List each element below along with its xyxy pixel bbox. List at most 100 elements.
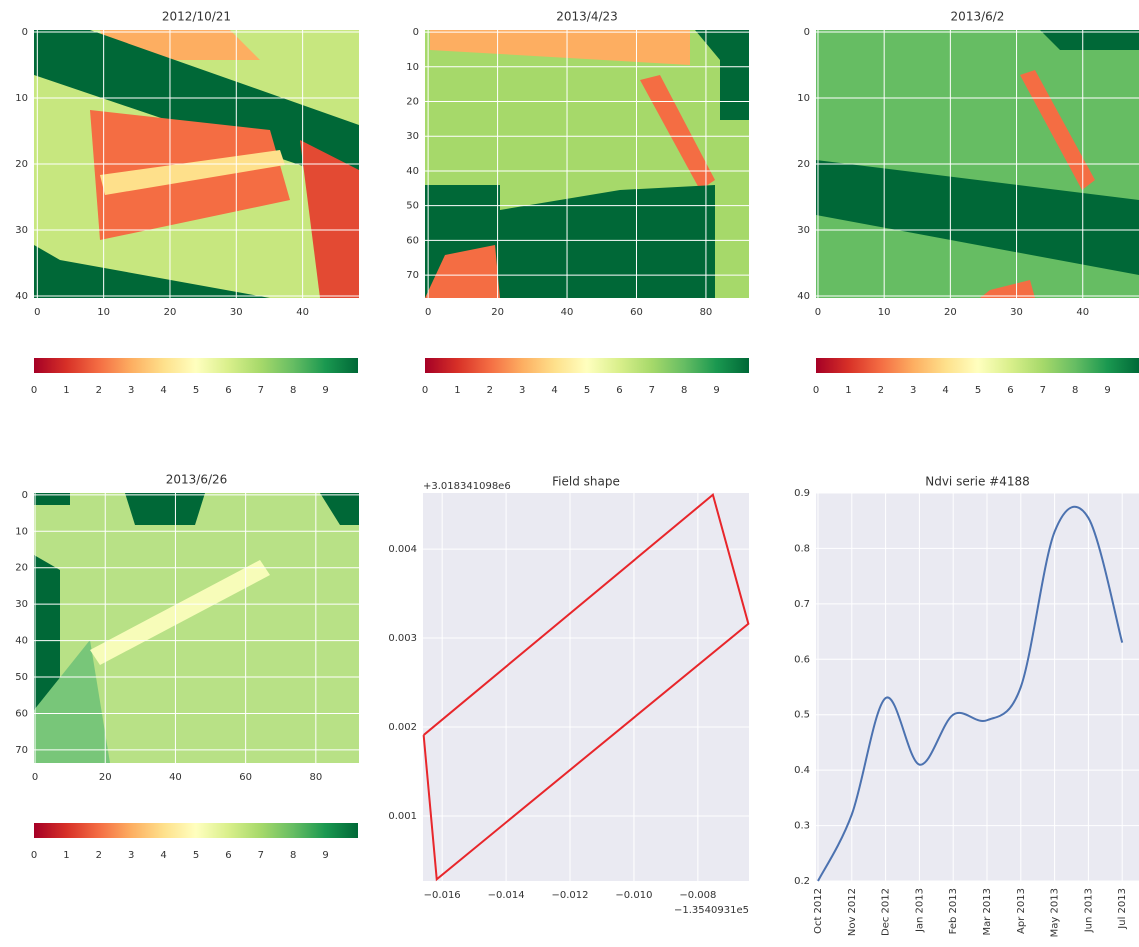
colorbar-tick-label: 4	[160, 850, 166, 861]
y-tick-label: 50	[406, 201, 419, 212]
colorbar-tick-label: 7	[258, 850, 264, 861]
colorbar-tick-label: 9	[713, 385, 719, 396]
colorbar-tick-label: 4	[160, 385, 166, 396]
colorbar-tick-label: 8	[681, 385, 687, 396]
colorbar-tick-label: 5	[584, 385, 590, 396]
y-tick-label: 70	[406, 270, 419, 281]
y-tick-label: 0.4	[794, 765, 810, 776]
y-tick-label: 0	[413, 27, 419, 38]
colorbar-tick-label: 3	[128, 385, 134, 396]
y-tick-label: 0.5	[794, 710, 810, 721]
colorbar-tick-label: 4	[942, 385, 948, 396]
colorbar-tick-label: 0	[422, 385, 428, 396]
x-tick-label: 0	[34, 307, 40, 318]
y-tick-label: 0.6	[794, 654, 810, 665]
y-tick-label: 0.003	[388, 633, 417, 644]
colorbar-tick-label: 7	[258, 385, 264, 396]
y-tick-label: 10	[797, 93, 810, 104]
y-tick-label: 20	[406, 97, 419, 108]
x-tick-label: 20	[491, 307, 504, 318]
heatmap-image	[425, 30, 749, 298]
x-tick-label: Apr 2013	[1016, 888, 1027, 934]
y-tick-label: 40	[797, 291, 810, 302]
y-tick-label: 30	[15, 599, 28, 610]
y-tick-label: 0.001	[388, 811, 417, 822]
x-tick-label: 80	[309, 772, 322, 783]
x-tick-label: 10	[97, 307, 110, 318]
colorbar-tick-label: 5	[193, 385, 199, 396]
chart-title: Ndvi serie #4188	[925, 475, 1030, 489]
y-tick-label: 0	[22, 490, 28, 501]
colorbar-tick-label: 1	[454, 385, 460, 396]
y-tick-label: 50	[15, 672, 28, 683]
y-tick-label: 70	[15, 745, 28, 756]
y-tick-label: 60	[406, 235, 419, 246]
y-tick-label: 10	[406, 62, 419, 73]
x-tick-label: Jun 2013	[1083, 888, 1094, 933]
x-tick-label: −0.016	[424, 890, 461, 901]
y-tick-label: 30	[797, 225, 810, 236]
x-tick-label: Jan 2013	[914, 888, 925, 933]
x-tick-label: Nov 2012	[847, 888, 858, 936]
x-tick-label: Jul 2013	[1117, 888, 1128, 930]
colorbar-tick-label: 6	[225, 385, 231, 396]
colorbar-tick-label: 1	[63, 385, 69, 396]
x-tick-label: 40	[169, 772, 182, 783]
x-tick-label: 30	[230, 307, 243, 318]
x-tick-label: 60	[239, 772, 252, 783]
y-tick-label: 0.002	[388, 722, 417, 733]
colorbar-tick-label: 0	[31, 385, 37, 396]
colorbar-tick-label: 6	[1007, 385, 1013, 396]
colorbar	[425, 358, 749, 373]
chart-title: 2013/4/23	[556, 10, 618, 24]
y-tick-label: 0.004	[388, 544, 417, 555]
colorbar-tick-label: 5	[975, 385, 981, 396]
x-tick-label: Dec 2012	[881, 888, 892, 936]
y-tick-label: 40	[15, 636, 28, 647]
y-tick-label: 40	[406, 166, 419, 177]
x-tick-label: 20	[99, 772, 112, 783]
colorbar-tick-label: 7	[649, 385, 655, 396]
figure: 2012/10/21010203040010203040012345678920…	[0, 0, 1139, 947]
colorbar-tick-label: 1	[845, 385, 851, 396]
colorbar-tick-label: 9	[1104, 385, 1110, 396]
x-tick-label: Mar 2013	[982, 888, 993, 936]
colorbar-tick-label: 2	[878, 385, 884, 396]
y-tick-label: 10	[15, 526, 28, 537]
heatmap-image	[34, 493, 359, 763]
colorbar-tick-label: 2	[96, 385, 102, 396]
x-tick-label: May 2013	[1050, 888, 1061, 937]
chart-title: 2012/10/21	[162, 10, 231, 24]
y-tick-label: 0.7	[794, 599, 810, 610]
y-tick-label: 0.9	[794, 488, 810, 499]
y-tick-label: 60	[15, 708, 28, 719]
colorbar-tick-label: 0	[31, 850, 37, 861]
colorbar-tick-label: 8	[290, 385, 296, 396]
colorbar-tick-label: 0	[813, 385, 819, 396]
colorbar-tick-label: 5	[193, 850, 199, 861]
x-tick-label: −0.010	[615, 890, 652, 901]
y-tick-label: 0.2	[794, 876, 810, 887]
colorbar-tick-label: 3	[910, 385, 916, 396]
colorbar	[34, 358, 358, 373]
colorbar-tick-label: 4	[551, 385, 557, 396]
colorbar-tick-label: 6	[616, 385, 622, 396]
x-tick-label: 60	[630, 307, 643, 318]
colorbar	[34, 823, 358, 838]
y-tick-label: 30	[15, 225, 28, 236]
x-tick-label: 10	[878, 307, 891, 318]
x-tick-label: Oct 2012	[813, 888, 824, 934]
colorbar-tick-label: 9	[322, 385, 328, 396]
x-tick-label: 0	[815, 307, 821, 318]
x-tick-label: 20	[164, 307, 177, 318]
y-tick-label: 0	[22, 27, 28, 38]
colorbar-tick-label: 8	[290, 850, 296, 861]
colorbar	[816, 358, 1139, 373]
colorbar-tick-label: 3	[128, 850, 134, 861]
colorbar-tick-label: 7	[1040, 385, 1046, 396]
x-tick-label: 30	[1010, 307, 1023, 318]
y-tick-label: 20	[15, 563, 28, 574]
x-tick-label: −0.012	[552, 890, 589, 901]
colorbar-tick-label: 2	[96, 850, 102, 861]
plot-background	[816, 493, 1139, 881]
